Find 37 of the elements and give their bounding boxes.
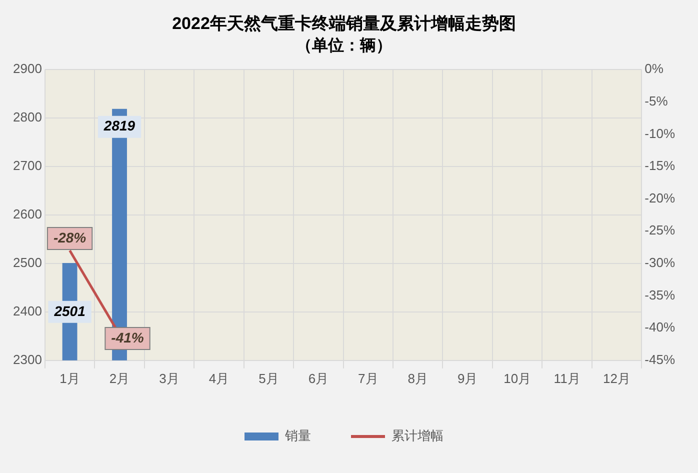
y-tick-label: 2700 [13,158,42,174]
y-tick-label: 2900 [13,61,42,76]
x-tick-label: 6月 [308,370,329,386]
y2-tick-label: -45% [644,352,676,367]
y-tick-label: 2600 [13,206,42,222]
x-tick-label: 7月 [358,370,378,386]
data-label: 2501 [53,302,86,319]
data-label: -41% [111,329,144,346]
y-tick-label: 2800 [13,110,42,125]
x-tick-label: 5月 [258,370,279,386]
y2-tick-label: -40% [644,320,676,335]
legend-label: 累计增幅 [392,428,444,444]
y2-tick-label: -25% [644,222,676,238]
x-tick-label: 3月 [159,370,180,386]
y2-tick-label: -5% [644,93,668,108]
x-tick-label: 10月 [504,370,532,386]
y2-tick-label: 0% [644,61,664,76]
x-tick-label: 9月 [457,370,478,386]
y-tick-label: 2500 [13,255,42,270]
data-label: -28% [53,229,87,246]
chart-title: 2022年天然气重卡终端销量及累计增幅走势图 [172,14,516,33]
x-tick-label: 4月 [208,370,230,386]
data-label: 2819 [102,118,136,134]
x-tick-label: 12月 [603,370,631,386]
legend-label: 销量 [284,428,311,444]
y-tick-label: 2300 [13,352,42,367]
y2-tick-label: -10% [644,126,676,141]
y2-tick-label: -30% [644,255,676,270]
x-tick-label: 1月 [60,370,80,386]
y2-tick-label: -15% [644,158,676,174]
y2-tick-label: -35% [644,287,676,302]
x-tick-label: 11月 [554,370,580,386]
chart-subtitle: （单位：辆） [296,36,392,54]
y-tick-label: 2400 [13,304,42,319]
x-tick-label: 2月 [109,370,130,386]
y2-tick-label: -20% [644,190,676,206]
x-tick-label: 8月 [408,370,428,386]
